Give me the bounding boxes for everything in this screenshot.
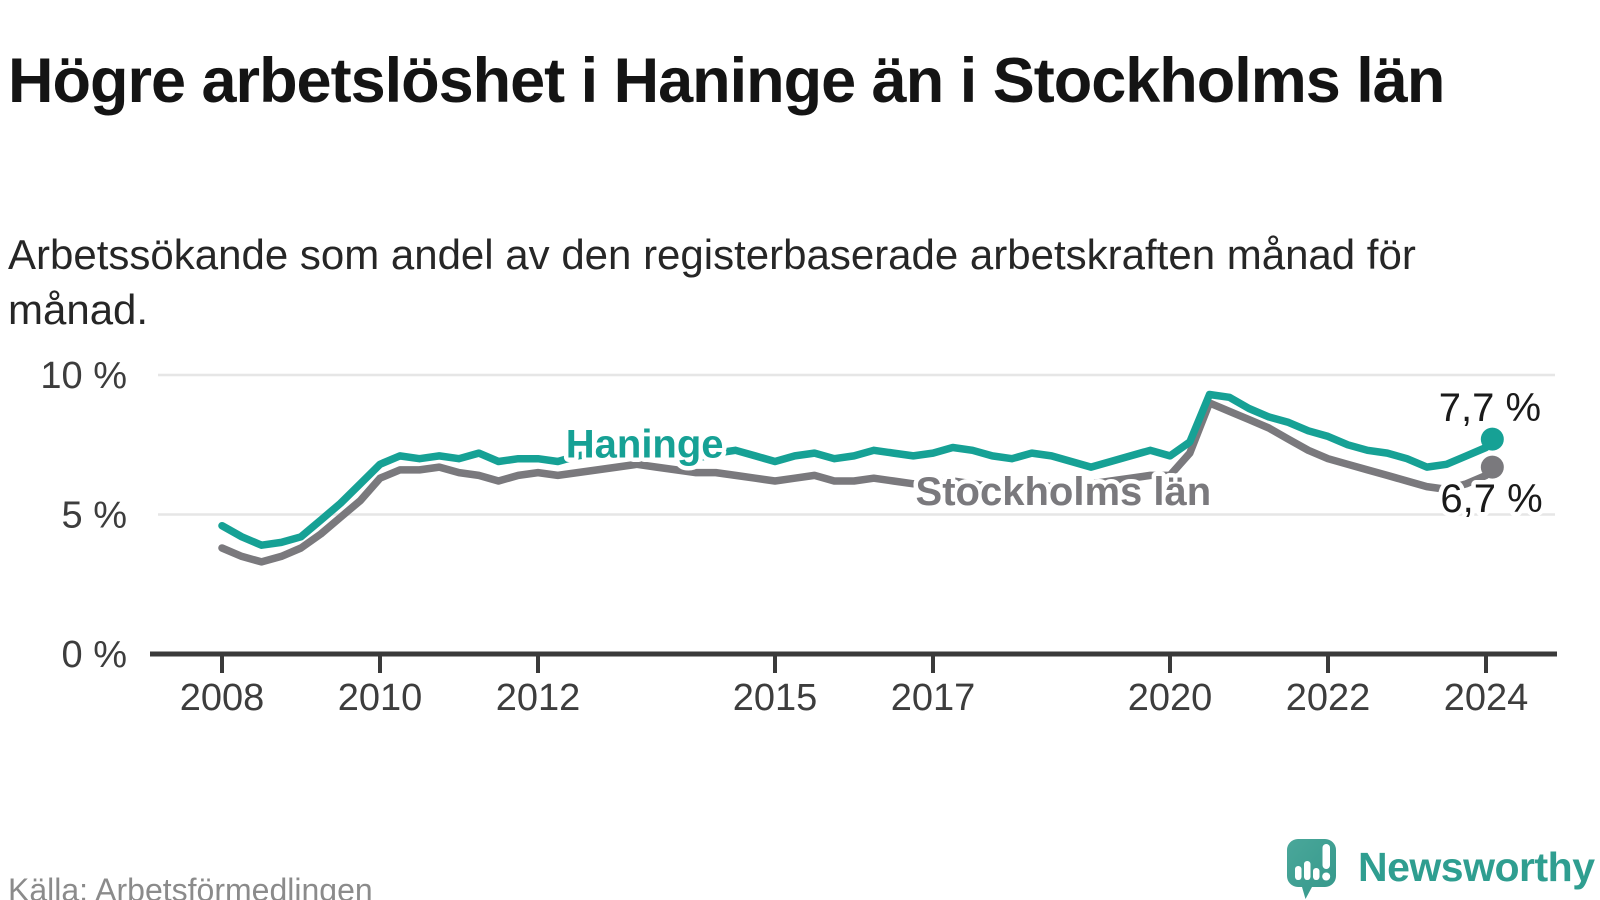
x-tick-label: 2010 xyxy=(338,677,423,719)
y-tick-label: 0 % xyxy=(62,634,127,676)
brand-name: Newsworthy xyxy=(1358,844,1595,890)
series-inline-label: Stockholms län xyxy=(916,470,1212,514)
x-tick-label: 2024 xyxy=(1444,677,1529,719)
end-value-label: 7,7 % xyxy=(1439,386,1541,430)
x-tick-label: 2008 xyxy=(180,677,265,719)
end-value-label: 6,7 % xyxy=(1440,477,1542,521)
series-inline-label: Haninge xyxy=(566,422,724,466)
newsworthy-logo-icon xyxy=(1287,839,1336,899)
x-tick-label: 2012 xyxy=(496,677,581,719)
haninge-line xyxy=(218,390,1497,549)
brand-footer: Newsworthy xyxy=(1286,838,1598,900)
page-title: Högre arbetslöshet i Haninge än i Stockh… xyxy=(8,46,1445,117)
y-tick-label: 5 % xyxy=(62,495,127,537)
x-tick-label: 2022 xyxy=(1286,677,1371,719)
y-tick-label: 10 % xyxy=(40,355,127,397)
x-tick-label: 2015 xyxy=(733,677,818,719)
stockholm-line xyxy=(218,399,1497,566)
haninge-end-dot xyxy=(1480,427,1504,451)
x-tick-label: 2017 xyxy=(891,677,976,719)
x-tick-label: 2020 xyxy=(1128,677,1213,719)
chart-subtitle: Arbetssökande som andel av den registerb… xyxy=(8,231,1416,333)
source-note: Källa: Arbetsförmedlingen xyxy=(8,872,373,900)
stockholm-end-dot xyxy=(1480,455,1504,479)
